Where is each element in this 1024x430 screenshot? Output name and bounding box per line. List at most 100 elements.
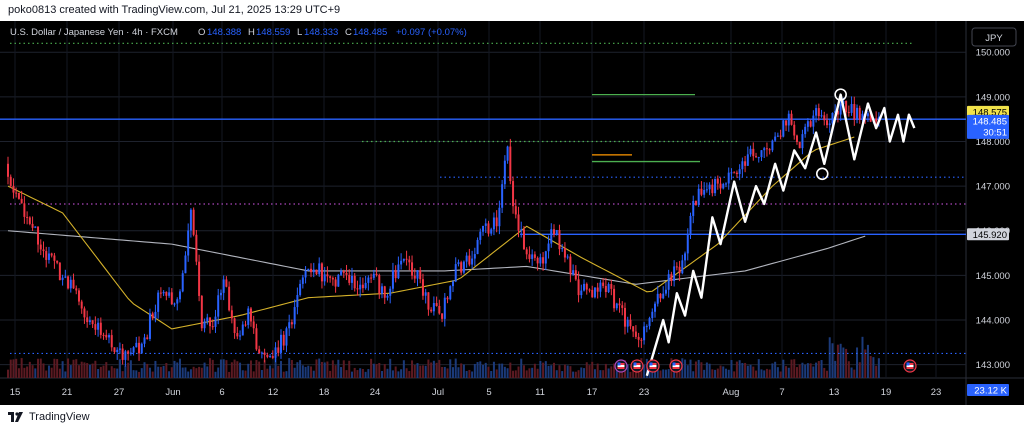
candle-body [539,257,542,264]
candle-body [517,214,520,231]
candle-body [550,229,553,244]
chart-container[interactable]: U.S. Dollar / Japanese Yen · 4h · FXCM O… [0,21,1024,405]
candle-body [604,285,607,293]
volume-bar [83,362,86,378]
candle-body [372,273,375,278]
candle-body [310,268,313,273]
volume-bar [34,368,37,378]
time-axis-labels: 15 21 27 Jun 6 12 18 24 Jul 5 11 17 23 Aug 7 13 19 23 [10,387,942,398]
time-tick-label: 24 [370,387,381,398]
candle-body [574,270,577,280]
economic-event-flag-icon[interactable] [903,359,917,373]
candle-body [451,281,454,287]
volume-bar [629,371,632,378]
volume-bar [517,366,520,378]
volume-bar [842,347,845,378]
volume-bar [266,368,269,378]
volume-bar [394,366,397,378]
currency-badge[interactable]: JPY [971,27,1017,47]
volume-bar [574,371,577,378]
candle-body [269,356,272,358]
economic-events[interactable] [614,359,917,373]
volume-bar [39,358,42,378]
volume-bar [487,366,490,378]
economic-event-flag-icon[interactable] [630,359,644,373]
candle-body [15,192,18,194]
candle-body [730,172,733,174]
candle-body [512,181,515,207]
candle-body [462,261,465,273]
price-tick-label: 144.000 [976,315,1010,326]
candle-body [383,286,386,298]
economic-event-flag-icon[interactable] [646,359,660,373]
zigzag-pattern[interactable] [645,93,916,377]
volume-bar [583,368,586,378]
volume-bar [69,365,72,378]
time-tick-label: 5 [486,387,491,398]
volume-bar [528,368,531,378]
price-axis-panel[interactable] [966,21,1024,378]
candle-body [654,303,657,312]
candle-body [531,254,534,259]
candle-body [528,254,531,259]
candle-body [86,317,89,323]
price-badge [967,114,1009,139]
volume-bar [795,367,798,378]
candle-body [386,295,389,298]
volume-bar [566,365,569,378]
candle-body [222,279,225,293]
candle-body [735,172,738,175]
candle-body [37,226,40,245]
economic-event-flag-icon[interactable] [614,359,628,373]
candle-body [613,288,616,309]
candle-body [247,308,250,325]
candle-body [708,184,711,190]
volume-bar [15,358,18,378]
volume-bar [143,362,146,378]
volume-bar [37,358,40,378]
price-badge-countdown: 30:51 [983,127,1007,138]
volume-bar [402,360,405,378]
candle-body [113,347,116,353]
candle-body [228,286,231,311]
volume-bar [495,369,498,378]
volume-bar [662,369,665,378]
candle-body [869,113,872,122]
candle-body [749,148,752,155]
candle-body [280,334,282,353]
ohlc-low-value: 148.333 [304,27,338,38]
volume-bar [443,366,446,378]
pivot-marker-low[interactable] [815,167,829,181]
volume-bar [539,360,542,378]
time-tick-label: Aug [723,387,740,398]
candle-body [301,277,304,284]
pivot-marker-high[interactable] [834,88,847,101]
candle-body [648,318,651,327]
candle-body [337,274,340,287]
volume-bar [280,360,282,378]
time-axis-panel[interactable] [0,378,1024,405]
candle-body [607,284,610,293]
volume-bar [162,365,165,378]
ohlc-high-label: H [248,27,255,38]
volume-bar [774,361,777,378]
price-chart[interactable]: U.S. Dollar / Japanese Yen · 4h · FXCM O… [0,21,1024,405]
candle-body [615,303,618,309]
candle-body [741,161,744,170]
volume-bar [604,363,607,378]
economic-event-flag-icon[interactable] [669,359,683,373]
candle-body [323,274,326,282]
candle-body [239,335,242,337]
candle-body [7,163,9,177]
candle-body [768,149,771,151]
candle-body [69,279,72,289]
volume-bar [47,365,50,378]
currency-badge-box[interactable] [971,27,1017,47]
candle-body [629,319,632,327]
candle-body [318,263,321,275]
candle-body [260,352,263,354]
candle-body [774,136,777,141]
candle-body [159,292,162,294]
candle-body [746,154,749,166]
volume-bar [435,362,438,378]
